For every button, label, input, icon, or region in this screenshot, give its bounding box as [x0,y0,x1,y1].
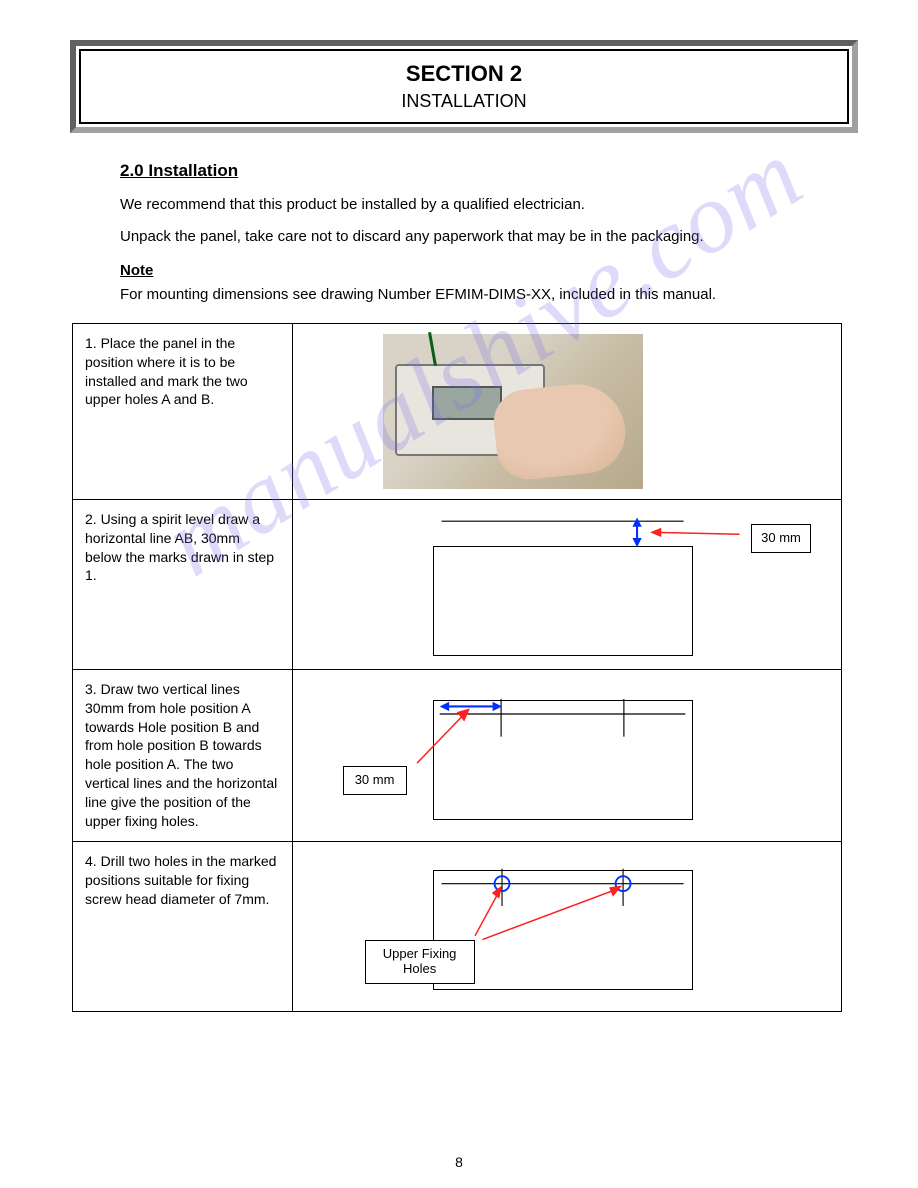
banner-subtitle: INSTALLATION [101,91,827,112]
intro-paragraph-1: We recommend that this product be instal… [120,195,840,215]
step-3-desc: 3. Draw two vertical lines 30mm from hol… [73,669,293,841]
step-3-diagram: 30 mm [303,680,831,831]
lcd-icon [432,386,502,420]
hand-icon [490,379,629,482]
step-2-diagram-cell: 30 mm [292,499,841,669]
step-1-desc: 1. Place the panel in the position where… [73,323,293,499]
callout-fixing-holes: Upper Fixing Holes [365,940,475,984]
intro-paragraph-2: Unpack the panel, take care not to disca… [120,227,840,247]
installation-steps-table: 1. Place the panel in the position where… [72,323,842,1012]
banner-inner: SECTION 2 INSTALLATION [79,49,849,124]
step-2-diagram: 30 mm [303,510,831,659]
callout-30mm: 30 mm [343,766,407,795]
section-heading: 2.0 Installation [120,161,858,181]
pencil-icon [428,332,437,366]
step-1-photo [383,334,643,489]
panel-outline [433,700,693,820]
table-row: 4. Drill two holes in the marked positio… [73,841,842,1011]
step-4-diagram-cell: Upper Fixing Holes [292,841,841,1011]
callout-30mm: 30 mm [751,524,811,553]
banner-title: SECTION 2 [101,61,827,87]
section-banner: SECTION 2 INSTALLATION [70,40,858,133]
table-row: 3. Draw two vertical lines 30mm from hol… [73,669,842,841]
step-1-image-cell [292,323,841,499]
table-row: 1. Place the panel in the position where… [73,323,842,499]
note-label: Note [120,262,858,279]
step-4-desc: 4. Drill two holes in the marked positio… [73,841,293,1011]
step-4-diagram: Upper Fixing Holes [303,852,831,1001]
panel-outline [433,546,693,656]
step-2-desc: 2. Using a spirit level draw a horizonta… [73,499,293,669]
page-number: 8 [0,1154,918,1170]
step-3-diagram-cell: 30 mm [292,669,841,841]
note-text: For mounting dimensions see drawing Numb… [120,285,840,305]
table-row: 2. Using a spirit level draw a horizonta… [73,499,842,669]
